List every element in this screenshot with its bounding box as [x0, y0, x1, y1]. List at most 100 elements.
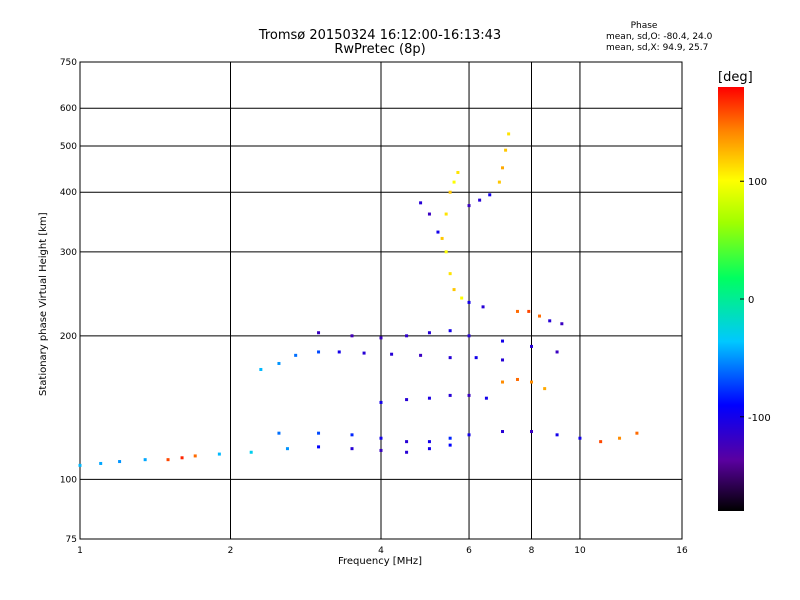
data-point — [448, 436, 452, 440]
data-point — [537, 314, 541, 318]
data-point — [317, 350, 321, 354]
data-point — [362, 351, 366, 355]
data-point — [448, 329, 452, 333]
data-point — [555, 350, 559, 354]
y-tick-label: 400 — [60, 188, 77, 198]
data-point — [317, 445, 321, 449]
data-point — [452, 288, 456, 292]
data-point — [285, 447, 289, 451]
grid-lines — [80, 62, 682, 539]
chart-subtitle: RwPretec (8p) — [334, 42, 426, 57]
x-tick-label: 8 — [529, 546, 535, 556]
data-point — [405, 398, 409, 402]
data-point — [452, 180, 456, 184]
data-point — [501, 430, 505, 434]
data-point — [488, 193, 492, 197]
phase-stats-o-mode: mean, sd,O: -80.4, 24.0 — [606, 32, 713, 42]
data-point — [448, 356, 452, 360]
data-point — [548, 319, 552, 323]
data-point — [467, 334, 471, 338]
data-point — [460, 296, 464, 300]
colorbar-unit-label: [deg] — [718, 70, 753, 85]
data-point — [599, 440, 603, 444]
data-point — [543, 387, 547, 391]
data-point — [527, 309, 531, 313]
colorbar-ticks: 100 0 -100 — [740, 177, 771, 424]
data-point — [448, 443, 452, 447]
data-point — [166, 458, 170, 462]
data-point — [277, 361, 281, 365]
data-point — [618, 436, 622, 440]
data-point — [277, 431, 281, 435]
data-point — [405, 334, 409, 338]
data-point — [78, 463, 82, 467]
colorbar-tick-label: -100 — [748, 413, 771, 424]
data-point — [379, 400, 383, 404]
data-point — [497, 180, 501, 184]
data-point — [444, 212, 448, 216]
data-point — [501, 339, 505, 343]
colorbar — [718, 87, 744, 511]
data-points — [78, 132, 639, 467]
data-point — [249, 450, 253, 454]
data-point — [501, 380, 505, 384]
data-point — [427, 447, 431, 451]
y-axis-ticks: 75 100 200 300 400 500 600 750 — [60, 58, 77, 545]
data-point — [419, 201, 423, 205]
phase-stats-x-mode: mean, sd,X: 94.9, 25.7 — [606, 43, 709, 53]
data-point — [440, 236, 444, 240]
data-point — [405, 440, 409, 444]
x-tick-label: 4 — [378, 546, 384, 556]
data-point — [294, 353, 298, 357]
data-point — [448, 272, 452, 276]
colorbar-tick-label: 0 — [748, 295, 754, 306]
y-tick-label: 300 — [60, 248, 77, 258]
data-point — [259, 367, 263, 371]
data-point — [467, 300, 471, 304]
data-point — [448, 190, 452, 194]
data-point — [504, 148, 508, 152]
data-point — [501, 358, 505, 362]
data-point — [317, 331, 321, 335]
data-point — [578, 436, 582, 440]
data-point — [118, 460, 122, 464]
colorbar-tick-label: 100 — [748, 177, 767, 188]
data-point — [350, 433, 354, 437]
data-point — [467, 433, 471, 437]
data-point — [405, 450, 409, 454]
data-point — [436, 230, 440, 234]
x-axis-ticks: 1 2 4 6 8 10 16 — [77, 546, 688, 556]
data-point — [350, 334, 354, 338]
y-tick-label: 200 — [60, 332, 77, 342]
data-point — [379, 448, 383, 452]
data-point — [478, 198, 482, 202]
data-point — [456, 170, 460, 174]
data-point — [193, 454, 197, 458]
y-tick-label: 500 — [60, 142, 77, 152]
x-axis-label: Frequency [MHz] — [337, 556, 423, 567]
data-point — [379, 436, 383, 440]
data-point — [555, 433, 559, 437]
x-tick-label: 6 — [466, 546, 472, 556]
y-tick-label: 75 — [66, 535, 77, 545]
data-point — [501, 166, 505, 170]
x-tick-label: 1 — [77, 546, 83, 556]
data-point — [444, 250, 448, 254]
data-point — [474, 356, 478, 360]
phase-stats-title: Phase — [630, 21, 658, 31]
data-point — [515, 309, 519, 313]
x-tick-label: 16 — [676, 546, 688, 556]
data-point — [467, 393, 471, 397]
data-point — [427, 440, 431, 444]
data-point — [427, 212, 431, 216]
data-point — [317, 431, 321, 435]
data-point — [507, 132, 511, 136]
data-point — [515, 377, 519, 381]
data-point — [530, 430, 533, 434]
data-point — [350, 447, 354, 451]
chart-title: Tromsø 20150324 16:12:00-16:13:43 — [258, 28, 502, 43]
data-point — [379, 336, 383, 340]
data-point — [390, 352, 394, 356]
data-point — [481, 305, 485, 309]
